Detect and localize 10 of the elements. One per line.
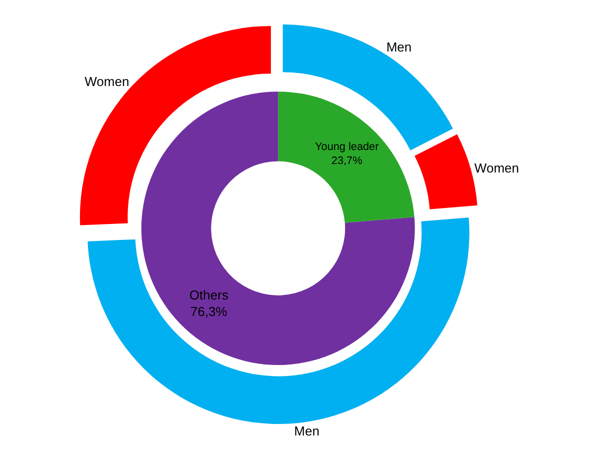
donut-slice [278,92,414,223]
slice-label: Women [84,74,130,89]
slice-label: Others [189,287,229,302]
slice-label: Men [294,424,320,439]
data-label: 23,7% [331,155,363,168]
slice-label: Men [386,40,412,55]
data-label: 76,3% [190,304,228,320]
slice-label: Young leader [315,141,380,154]
slice-label: Women [474,160,519,176]
donut-slice [141,92,415,365]
